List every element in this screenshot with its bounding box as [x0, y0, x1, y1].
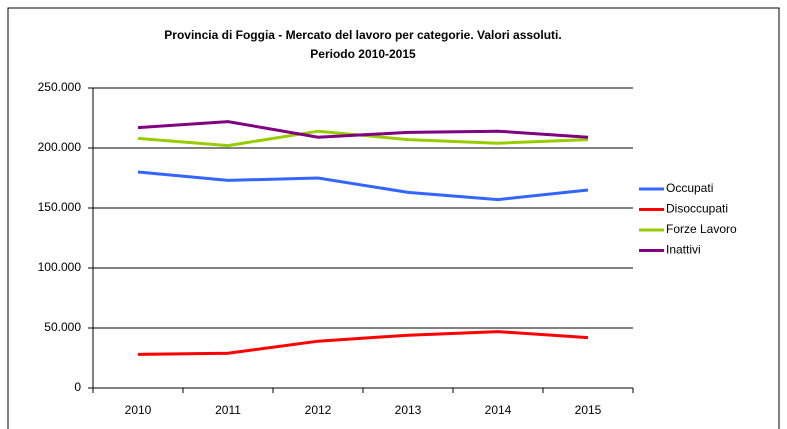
- series-line: [137, 170, 589, 202]
- x-tick-label: 2013: [395, 403, 422, 417]
- chart-title: Provincia di Foggia - Mercato del lavoro…: [164, 28, 561, 42]
- y-tick-label: 150.000: [38, 200, 82, 214]
- legend-label: Forze Lavoro: [666, 222, 737, 236]
- x-tick-label: 2011: [215, 403, 241, 417]
- y-tick-label: 0: [74, 380, 81, 394]
- x-tick-label: 2010: [125, 403, 152, 417]
- y-tick-label: 250.000: [38, 80, 82, 94]
- x-tick-label: 2012: [305, 403, 332, 417]
- chart-frame: [7, 7, 780, 429]
- legend-label: Occupati: [666, 181, 713, 195]
- series-line: [137, 120, 589, 139]
- y-tick-label: 100.000: [38, 260, 82, 274]
- legend-label: Disoccupati: [666, 202, 728, 216]
- y-tick-label: 50.000: [44, 320, 81, 334]
- x-tick-label: 2014: [485, 403, 512, 417]
- legend-label: Inattivi: [666, 243, 701, 257]
- chart-subtitle: Periodo 2010-2015: [310, 47, 416, 61]
- y-tick-label: 200.000: [38, 140, 82, 154]
- series-line: [137, 330, 589, 356]
- x-tick-label: 2015: [575, 403, 602, 417]
